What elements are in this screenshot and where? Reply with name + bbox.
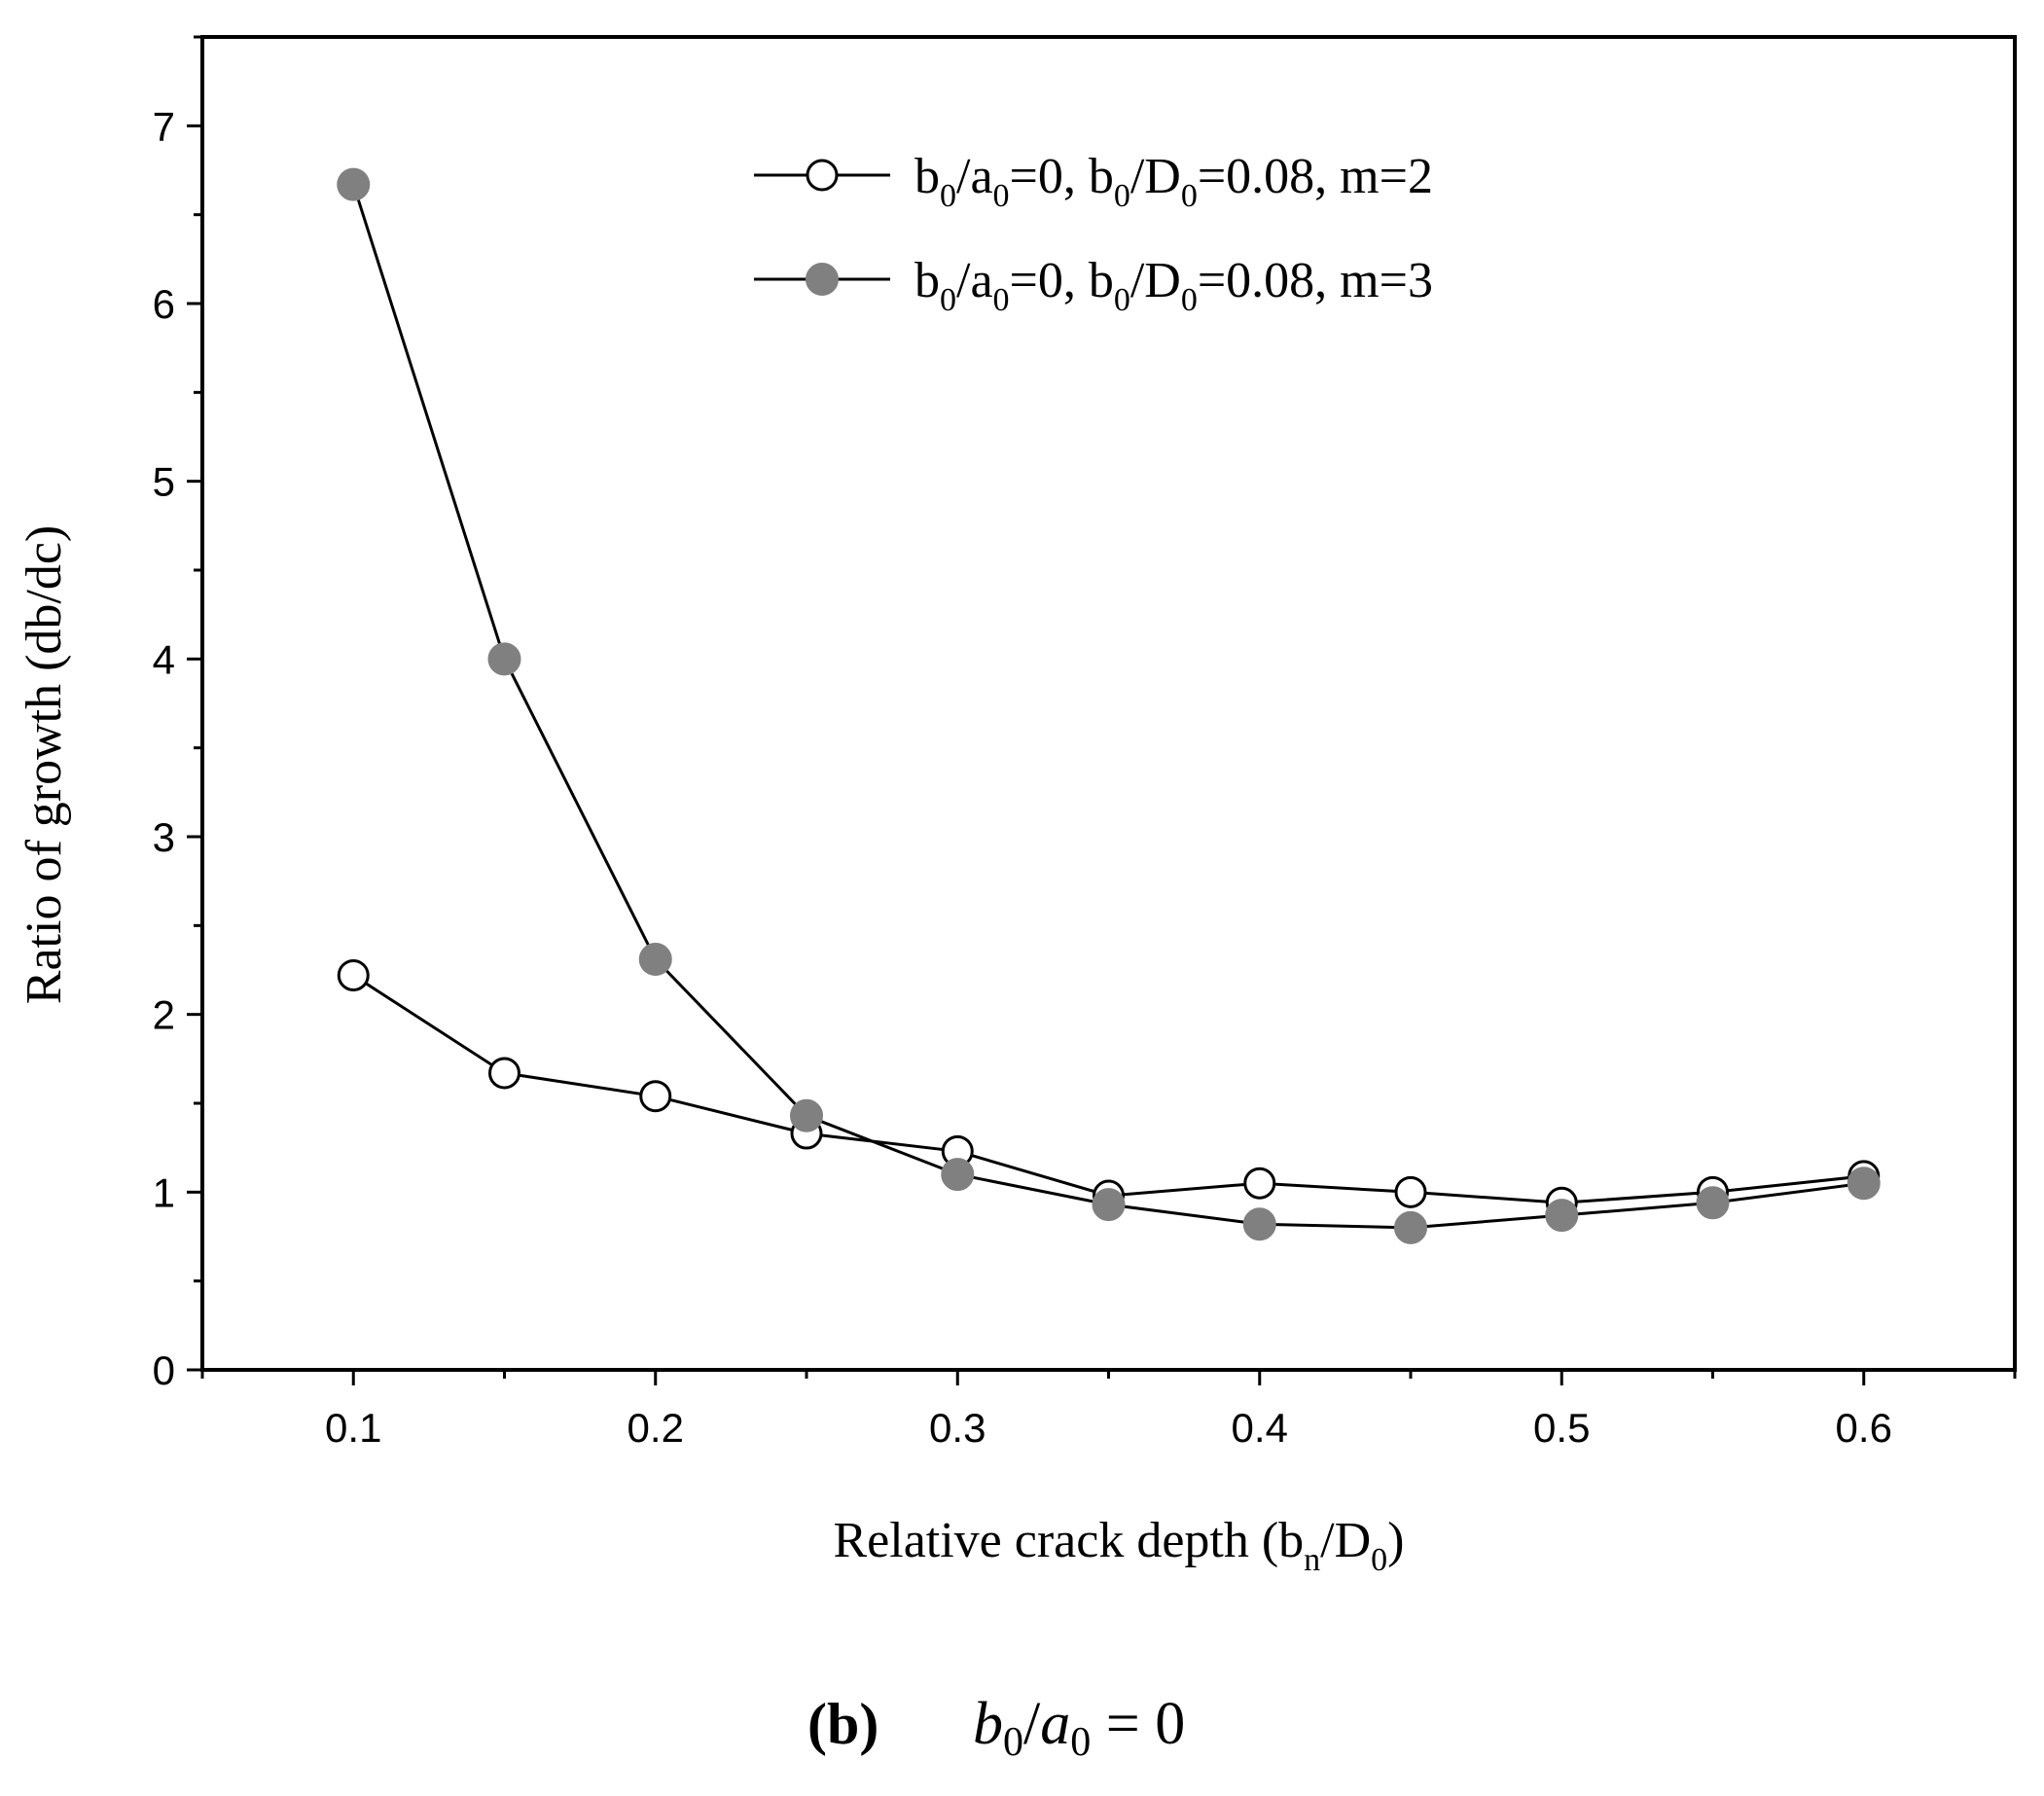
series-2: [337, 167, 1881, 1244]
legend-label-m3: b0/a0=0, b0/D0=0.08, m=3: [914, 253, 1433, 318]
data-point: [1696, 1186, 1730, 1220]
x-tick-label: 0.6: [1836, 1405, 1892, 1451]
series-line: [351, 184, 1864, 1230]
legend-marker-open-circle: [806, 159, 839, 192]
legend: b0/a0=0, b0/D0=0.08, m=2 b0/a0=0, b0/D0=…: [754, 149, 1433, 318]
data-point: [639, 1080, 672, 1113]
y-axis-label: Ratio of growth (db/dc): [17, 525, 72, 1004]
x-tick-label: 0.3: [929, 1405, 986, 1451]
y-tick-label: 6: [153, 281, 175, 327]
data-point: [337, 958, 370, 991]
legend-entry-m2: b0/a0=0, b0/D0=0.08, m=2: [754, 149, 1433, 214]
y-tick-label: 1: [153, 1169, 175, 1215]
data-point: [1243, 1167, 1276, 1200]
series-1: [337, 958, 1881, 1219]
x-tick-label: 0.4: [1232, 1405, 1288, 1451]
legend-entry-m3: b0/a0=0, b0/D0=0.08, m=3: [754, 253, 1433, 318]
y-tick-label: 4: [153, 636, 175, 682]
data-point: [638, 943, 672, 977]
x-tick-label: 0.1: [325, 1405, 381, 1451]
y-tick-label: 2: [153, 992, 175, 1038]
caption: (b) b0/a0 = 0: [807, 1691, 1185, 1765]
data-point: [488, 1057, 520, 1090]
y-tick-label: 3: [153, 814, 175, 860]
data-point: [1394, 1175, 1427, 1208]
data-point: [1242, 1207, 1276, 1241]
data-point: [1545, 1199, 1579, 1233]
caption-label: (b): [807, 1692, 879, 1756]
x-tick-label: 0.5: [1533, 1405, 1590, 1451]
series-layer: [337, 167, 1881, 1244]
axes: 0 1 2 3 4 5 6 7 0.1 0.2 0.3 0.4 0.5 0.6: [153, 35, 2017, 1451]
y-tick-label: 5: [153, 459, 175, 505]
data-point: [1394, 1210, 1427, 1244]
data-point: [790, 1098, 823, 1132]
legend-marker-filled-circle: [806, 263, 839, 296]
series-line: [352, 974, 1864, 1204]
y-tick-label: 7: [153, 103, 175, 149]
caption-formula: b0/a0 = 0: [973, 1691, 1185, 1765]
plot-frame: [200, 35, 2017, 1372]
x-axis-label: Relative crack depth (bn/D0): [834, 1513, 1405, 1578]
data-point: [487, 642, 521, 676]
y-tick-label: 0: [153, 1347, 175, 1393]
data-point: [1847, 1167, 1881, 1201]
data-point: [1092, 1188, 1126, 1222]
legend-label-m2: b0/a0=0, b0/D0=0.08, m=2: [914, 149, 1433, 214]
data-point: [941, 1158, 975, 1192]
x-tick-label: 0.2: [628, 1405, 684, 1451]
data-point: [337, 167, 371, 201]
